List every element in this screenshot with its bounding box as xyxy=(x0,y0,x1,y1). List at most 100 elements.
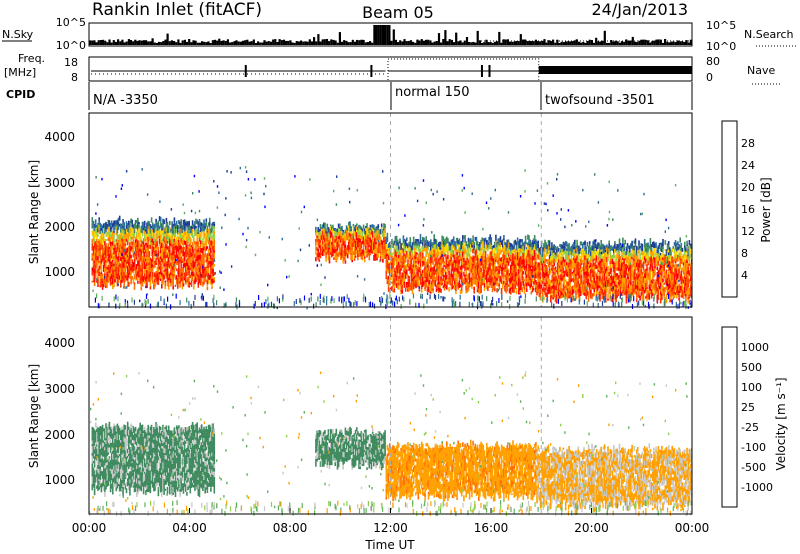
data-cell xyxy=(198,275,201,279)
data-cell xyxy=(388,241,391,246)
nsky-bar xyxy=(207,41,210,45)
data-cell xyxy=(530,291,533,295)
data-cell xyxy=(166,233,169,239)
nsky-bar xyxy=(659,39,662,45)
data-cell xyxy=(164,264,167,269)
data-cell xyxy=(425,245,427,251)
data-cell xyxy=(420,259,423,264)
data-cell xyxy=(423,256,425,262)
data-cell xyxy=(387,248,390,253)
data-cell xyxy=(185,282,187,285)
data-cell xyxy=(129,272,131,275)
data-cell xyxy=(210,240,212,245)
data-cell xyxy=(426,250,429,255)
data-cell xyxy=(145,231,147,234)
nsky-bar xyxy=(666,41,669,45)
data-cell xyxy=(417,285,420,288)
data-cell xyxy=(125,232,128,237)
data-cell xyxy=(387,266,390,270)
data-cell xyxy=(109,269,112,274)
data-cell xyxy=(178,279,180,285)
data-cell xyxy=(99,227,102,232)
data-cell xyxy=(419,282,422,285)
data-cell xyxy=(154,238,156,244)
data-cell xyxy=(474,271,477,275)
data-cell xyxy=(353,258,356,261)
data-cell xyxy=(362,241,365,245)
data-cell xyxy=(113,282,115,288)
data-cell xyxy=(531,265,534,270)
data-cell xyxy=(345,237,348,241)
data-cell xyxy=(162,282,164,285)
data-cell xyxy=(422,241,424,246)
data-cell xyxy=(156,256,159,260)
data-cell xyxy=(530,254,533,257)
data-cell xyxy=(325,249,327,252)
data-cell xyxy=(458,270,461,276)
data-cell xyxy=(178,226,180,229)
data-cell xyxy=(162,241,164,244)
nsky-bar xyxy=(646,40,649,45)
data-cell xyxy=(503,258,505,262)
data-cell xyxy=(449,259,451,262)
data-cell xyxy=(478,281,480,284)
data-cell xyxy=(398,268,400,274)
data-cell xyxy=(373,255,375,258)
data-cell xyxy=(417,266,420,269)
data-cell xyxy=(129,259,131,262)
data-cell xyxy=(424,242,426,248)
data-cell xyxy=(483,265,486,270)
data-cell xyxy=(527,242,529,246)
data-cell xyxy=(434,261,437,264)
data-cell xyxy=(478,288,480,294)
data-cell xyxy=(189,264,192,268)
data-cell xyxy=(515,254,518,257)
data-cell xyxy=(462,259,464,263)
data-cell xyxy=(460,254,463,259)
data-cell xyxy=(585,249,588,254)
data-cell xyxy=(417,253,420,258)
data-cell xyxy=(340,249,342,253)
data-cell xyxy=(134,246,137,252)
data-cell xyxy=(376,257,378,261)
data-cell xyxy=(511,277,513,283)
data-cell xyxy=(328,228,331,234)
data-cell xyxy=(206,237,209,242)
data-cell xyxy=(387,264,390,266)
data-cell xyxy=(374,237,376,243)
data-cell xyxy=(325,246,327,250)
data-cell xyxy=(203,236,205,239)
data-cell xyxy=(394,246,397,250)
data-cell xyxy=(383,245,385,251)
data-cell xyxy=(436,243,439,247)
data-cell xyxy=(402,257,405,262)
data-cell xyxy=(430,268,432,272)
data-cell xyxy=(400,289,402,292)
data-cell xyxy=(179,283,181,288)
data-cell xyxy=(178,220,180,224)
data-cell xyxy=(467,276,470,280)
data-cell xyxy=(503,245,505,249)
data-cell xyxy=(435,257,438,261)
data-cell xyxy=(191,263,194,268)
data-cell xyxy=(98,239,100,241)
data-cell xyxy=(142,278,145,283)
freq-spike xyxy=(244,65,247,77)
data-cell xyxy=(156,222,159,227)
data-cell xyxy=(183,247,186,250)
data-cell xyxy=(495,281,497,285)
data-cell xyxy=(425,236,427,241)
data-cell xyxy=(446,243,448,249)
data-cell xyxy=(363,256,366,259)
data-cell xyxy=(140,249,143,253)
data-cell xyxy=(321,246,324,251)
data-cell xyxy=(522,281,525,286)
data-cell xyxy=(154,263,156,268)
data-cell xyxy=(498,276,501,282)
data-cell xyxy=(199,254,202,259)
nsky-bar xyxy=(345,40,348,45)
data-cell xyxy=(379,247,382,252)
data-cell xyxy=(197,221,200,226)
data-cell xyxy=(179,249,181,253)
data-cell xyxy=(104,250,106,256)
